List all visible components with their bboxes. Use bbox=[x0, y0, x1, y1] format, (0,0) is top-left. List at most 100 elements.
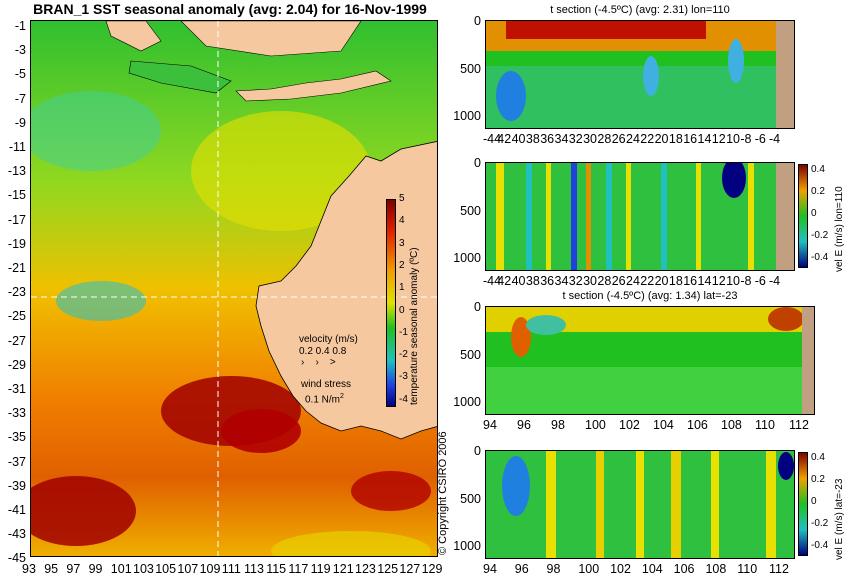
x-tick-label: 30 bbox=[583, 274, 597, 288]
x-tick-label: -44 bbox=[483, 274, 502, 288]
hot-eddy bbox=[31, 476, 136, 546]
x-tick-label: 22 bbox=[640, 132, 655, 146]
wind-stress-value: 0.1 N/m2 bbox=[305, 393, 344, 406]
latitude-tick-label: -41 bbox=[7, 503, 26, 517]
x-tick-label: 28 bbox=[597, 132, 612, 146]
longitude-tick-label: 99 bbox=[88, 562, 103, 576]
velocity-colorbar-tick: 0.2 bbox=[811, 186, 825, 197]
x-tick-label: 98 bbox=[551, 418, 565, 432]
latitude-tick-label: -5 bbox=[14, 67, 26, 82]
x-tick-label: 108 bbox=[705, 562, 727, 576]
depth-tick-label: 500 bbox=[460, 491, 481, 506]
longitude-tick-label: 129 bbox=[421, 562, 443, 576]
x-tick-label: 112 bbox=[769, 562, 789, 576]
latitude-tick-label: -37 bbox=[7, 454, 26, 469]
x-tick-label: 26 bbox=[611, 274, 626, 288]
velocity-legend-label: velocity (m/s) bbox=[299, 334, 358, 345]
panel1-t-section-lon[interactable] bbox=[485, 20, 795, 129]
sst-colorbar-tick: 4 bbox=[399, 215, 405, 227]
cool-patch bbox=[56, 281, 146, 321]
panel2-vel-section-lon[interactable] bbox=[485, 162, 795, 271]
longitude-tick-label: 93 bbox=[22, 562, 36, 576]
x-tick-label: -8 bbox=[740, 132, 752, 146]
x-tick-label: 104 bbox=[641, 562, 663, 576]
x-tick-label: 18 bbox=[668, 274, 683, 288]
latitude-tick-label: -1 bbox=[14, 19, 26, 33]
sst-colorbar-tick: -2 bbox=[399, 349, 408, 361]
longitude-tick-label: 107 bbox=[177, 562, 199, 576]
x-tick-label: 10 bbox=[726, 274, 740, 288]
longitude-tick-label: 121 bbox=[332, 562, 354, 576]
x-tick-label: 98 bbox=[546, 562, 561, 576]
x-tick-label: 112 bbox=[789, 418, 809, 432]
x-tick-label: -4 bbox=[769, 274, 781, 288]
velocity-colorbar-tick: -0.2 bbox=[811, 230, 829, 241]
x-tick-label: 110 bbox=[737, 562, 758, 576]
latitude-tick-label: -13 bbox=[7, 164, 26, 179]
x-tick-label: 36 bbox=[540, 132, 555, 146]
longitude-tick-label: 111 bbox=[221, 562, 241, 576]
x-tick-label: -6 bbox=[754, 274, 766, 288]
panel1-title: t section (-4.5ºC) (avg: 2.31) lon=110 bbox=[550, 4, 730, 16]
panel4-colorbar-label: vel E (m/s) lat=-23 bbox=[834, 478, 845, 560]
hot-eddy bbox=[351, 471, 431, 511]
latitude-tick-label: -29 bbox=[7, 357, 26, 372]
x-tick-label: 102 bbox=[619, 418, 640, 432]
latitude-tick-label: -27 bbox=[7, 333, 26, 348]
sst-colorbar-tick: 3 bbox=[399, 237, 405, 249]
sst-anomaly-map[interactable]: 5 4 3 2 1 0 -1 -2 -3 -4 temperature seasonal anom… bbox=[30, 20, 438, 557]
panel2-colorbar bbox=[798, 164, 808, 268]
x-tick-label: 12 bbox=[711, 132, 726, 146]
panel1-canvas bbox=[486, 21, 794, 128]
latitude-tick-label: -11 bbox=[8, 140, 26, 154]
depth-tick-label: 0 bbox=[474, 14, 481, 28]
x-tick-label: 34 bbox=[554, 132, 569, 146]
depth-tick-label: 0 bbox=[474, 300, 481, 314]
panel3-t-section-lat[interactable] bbox=[485, 306, 815, 415]
sst-colorbar-tick: 5 bbox=[399, 193, 405, 204]
panel4-colorbar bbox=[798, 452, 808, 556]
velocity-colorbar-tick: -0.4 bbox=[811, 540, 829, 551]
sst-colorbar-tick: -3 bbox=[399, 371, 408, 383]
x-tick-label: 42 bbox=[497, 132, 512, 146]
velocity-colorbar-tick: 0 bbox=[811, 496, 817, 507]
x-tick-label: 30 bbox=[583, 132, 597, 146]
depth-tick-label: 1000 bbox=[453, 395, 481, 409]
hot-eddy bbox=[221, 409, 301, 453]
x-tick-label: 104 bbox=[653, 418, 674, 432]
longitude-tick-label: 119 bbox=[310, 562, 331, 576]
x-tick-label: 40 bbox=[511, 132, 526, 146]
x-tick-label: 16 bbox=[683, 274, 698, 288]
x-tick-label: 100 bbox=[578, 562, 600, 576]
latitude-tick-label: -15 bbox=[7, 188, 26, 203]
x-tick-label: 94 bbox=[483, 562, 497, 576]
velocity-colorbar-tick: -0.4 bbox=[811, 252, 829, 263]
sst-colorbar-tick: 1 bbox=[399, 282, 405, 294]
cool-patch bbox=[31, 91, 161, 171]
x-tick-label: 24 bbox=[626, 274, 640, 288]
x-tick-label: 10 bbox=[726, 132, 740, 146]
x-tick-label: 18 bbox=[668, 132, 683, 146]
depth-tick-label: 0 bbox=[474, 444, 481, 458]
velocity-arrows-icon: › › > bbox=[301, 357, 336, 368]
x-tick-label: -6 bbox=[754, 132, 766, 146]
longitude-tick-label: 125 bbox=[377, 562, 399, 576]
depth-tick-label: 0 bbox=[474, 156, 481, 170]
latitude-tick-label: -19 bbox=[7, 236, 26, 251]
x-tick-label: -4 bbox=[769, 132, 781, 146]
latitude-tick-label: -43 bbox=[7, 527, 26, 542]
latitude-tick-label: -3 bbox=[14, 43, 26, 58]
panel4-vel-section-lat[interactable] bbox=[485, 450, 795, 559]
latitude-tick-label: -33 bbox=[7, 406, 26, 421]
x-tick-label: 100 bbox=[585, 418, 606, 432]
warm-patch bbox=[271, 531, 431, 556]
x-tick-label: 14 bbox=[697, 132, 712, 146]
x-tick-label: 20 bbox=[654, 274, 669, 288]
panel2-canvas bbox=[486, 163, 794, 270]
x-tick-label: 40 bbox=[511, 274, 526, 288]
java-land bbox=[128, 60, 232, 94]
longitude-tick-label: 101 bbox=[110, 562, 132, 576]
x-tick-label: 110 bbox=[755, 418, 775, 432]
velocity-colorbar-tick: 0.4 bbox=[811, 164, 825, 175]
longitude-tick-label: 113 bbox=[244, 562, 264, 576]
